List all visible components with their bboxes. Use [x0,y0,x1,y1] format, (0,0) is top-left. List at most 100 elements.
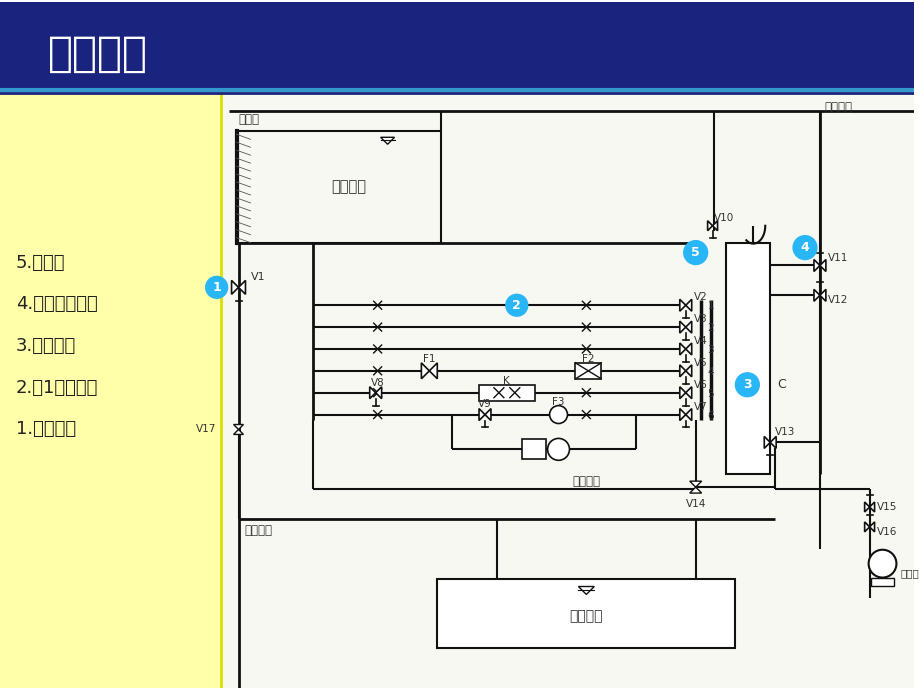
Polygon shape [679,343,685,355]
Text: V12: V12 [827,295,847,305]
Text: V16: V16 [876,527,896,537]
Polygon shape [375,386,381,399]
Text: 5: 5 [707,388,713,399]
Text: 稳压水箱: 稳压水箱 [331,179,366,195]
Circle shape [734,373,758,397]
Text: C: C [777,378,785,391]
Text: 1: 1 [707,302,713,311]
Text: V3: V3 [693,314,707,324]
Text: 2.第1根管路；: 2.第1根管路； [16,379,98,397]
Text: 4: 4 [707,367,713,377]
Polygon shape [813,259,819,271]
Text: V14: V14 [685,499,705,509]
Text: 3: 3 [743,378,751,391]
Text: V9: V9 [478,399,492,408]
Polygon shape [769,437,776,448]
Polygon shape [233,424,244,429]
Text: V11: V11 [827,253,847,262]
Polygon shape [819,289,825,302]
Polygon shape [685,365,691,377]
Text: V4: V4 [693,336,707,346]
Polygon shape [679,386,685,399]
Text: K: K [503,376,510,386]
Text: V7: V7 [693,402,707,412]
Text: 2: 2 [707,323,713,333]
Polygon shape [429,363,437,379]
Text: 排水管线: 排水管线 [572,475,600,488]
Polygon shape [380,137,394,144]
Text: V5: V5 [693,358,707,368]
Polygon shape [421,363,429,379]
Bar [521,440,545,460]
Text: 3: 3 [707,345,713,355]
Text: 上水管线: 上水管线 [824,101,852,114]
Polygon shape [679,408,685,420]
Text: 下水管线: 下水管线 [244,524,272,538]
Text: 离心泵: 离心泵 [900,569,918,579]
Circle shape [549,406,567,424]
Text: 溢流口: 溢流口 [238,113,259,126]
Bar [437,578,734,648]
Text: F3: F3 [551,397,564,406]
Circle shape [868,550,895,578]
Polygon shape [819,259,825,271]
Bar [0,2,913,90]
Circle shape [206,277,227,298]
Polygon shape [689,481,701,487]
Text: 2: 2 [512,299,520,312]
Polygon shape [813,289,819,302]
Polygon shape [685,386,691,399]
Polygon shape [868,522,874,532]
Polygon shape [238,280,245,295]
Text: V17: V17 [196,424,216,435]
Text: 5.排气阀: 5.排气阀 [16,253,65,271]
Circle shape [547,438,569,460]
Polygon shape [679,365,685,377]
Bar [869,578,893,586]
Text: 实验装置: 实验装置 [48,33,148,75]
Text: 1: 1 [212,281,221,294]
Polygon shape [369,386,375,399]
Polygon shape [685,408,691,420]
Polygon shape [685,343,691,355]
Text: V2: V2 [693,293,707,302]
Bar [725,243,769,474]
Polygon shape [484,408,491,420]
Circle shape [505,295,528,316]
Polygon shape [232,280,238,295]
Text: 3.量水箱；: 3.量水箱； [16,337,76,355]
Text: 4.流量调节阀；: 4.流量调节阀； [16,295,97,313]
Text: V15: V15 [876,502,896,512]
Text: V6: V6 [693,380,707,390]
Bar [479,385,534,401]
Polygon shape [712,221,717,230]
Text: F1: F1 [423,354,435,364]
Polygon shape [578,586,594,595]
Polygon shape [679,321,685,333]
Text: F2: F2 [582,354,594,364]
Text: 地下水池: 地下水池 [569,609,603,623]
Text: V1: V1 [250,273,265,282]
Text: V13: V13 [775,428,795,437]
Text: 1.进水阀；: 1.进水阀； [16,420,76,438]
Circle shape [792,236,816,259]
Polygon shape [707,221,712,230]
Polygon shape [864,522,868,532]
Text: 5: 5 [690,246,699,259]
Polygon shape [479,408,484,420]
Polygon shape [685,299,691,311]
Bar [221,92,913,688]
Text: 6: 6 [707,411,713,421]
Polygon shape [764,437,769,448]
Bar [0,92,221,690]
Polygon shape [679,299,685,311]
Bar [574,363,601,379]
Polygon shape [868,502,874,512]
Circle shape [683,241,707,264]
Text: V10: V10 [713,213,733,223]
Polygon shape [685,321,691,333]
Text: V8: V8 [370,377,384,388]
Polygon shape [233,429,244,435]
Text: 4: 4 [800,241,809,254]
Polygon shape [864,502,868,512]
